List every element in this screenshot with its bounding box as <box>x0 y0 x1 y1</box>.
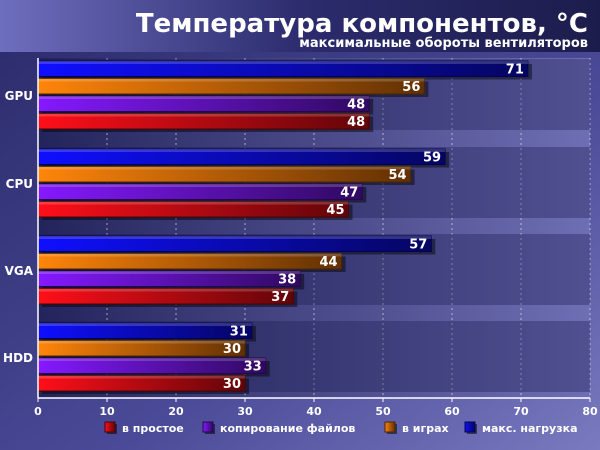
legend-swatch <box>202 421 214 433</box>
bar-highlight <box>38 253 342 257</box>
data-label: 31 <box>230 325 248 340</box>
data-label: 30 <box>223 342 241 357</box>
bar-highlight <box>38 271 301 274</box>
legend-label: в простое <box>122 422 184 435</box>
category-label: GPU <box>5 89 33 103</box>
bar-highlight <box>38 236 432 239</box>
legend-label: макс. нагрузка <box>482 422 578 435</box>
data-label: 38 <box>278 273 296 288</box>
data-label: 48 <box>347 98 365 113</box>
x-tick-label: 40 <box>306 405 322 418</box>
legend-label: в играх <box>402 422 449 435</box>
data-label: 48 <box>347 115 365 130</box>
data-label: 44 <box>320 255 338 270</box>
bar-highlight <box>38 201 349 205</box>
x-tick-label: 30 <box>237 405 253 418</box>
data-label: 47 <box>340 186 358 201</box>
bar-highlight <box>38 288 294 292</box>
legend: в простое копирование файлов в играх макс. … <box>104 421 578 435</box>
x-tick-label: 70 <box>513 405 529 418</box>
data-label: 30 <box>223 377 241 392</box>
category-label: HDD <box>3 351 33 365</box>
x-tick-label: 0 <box>34 405 42 418</box>
bar-highlight <box>38 358 266 361</box>
bar-highlight <box>38 96 370 99</box>
x-tick-label: 20 <box>168 405 184 418</box>
legend-label: копирование файлов <box>220 422 355 435</box>
data-label: 57 <box>409 238 427 253</box>
data-label: 45 <box>326 203 344 218</box>
bar-highlight <box>38 166 411 170</box>
bar-highlight <box>38 184 363 187</box>
category-label: CPU <box>6 177 33 191</box>
category-label: VGA <box>5 264 34 278</box>
legend-swatch <box>104 421 116 433</box>
x-axis: 0 10 20 30 40 50 60 70 80 <box>34 58 598 418</box>
x-tick-label: 10 <box>99 405 115 418</box>
data-label: 71 <box>506 63 524 78</box>
data-label: 59 <box>423 151 441 166</box>
chart-subtitle: максимальные обороты вентиляторов <box>299 36 588 51</box>
bar-highlight <box>38 149 446 152</box>
data-label: 56 <box>402 80 420 95</box>
x-tick-label: 60 <box>444 405 460 418</box>
title-banner <box>0 0 600 52</box>
bar-highlight <box>38 61 528 64</box>
data-label: 54 <box>389 168 407 183</box>
x-tick-label: 80 <box>582 405 598 418</box>
legend-swatch <box>384 421 396 433</box>
chart-title: Температура компонентов, °C <box>136 9 588 39</box>
bar-highlight <box>38 375 245 379</box>
bar-highlight <box>38 323 252 326</box>
data-label: 37 <box>271 290 289 305</box>
bar-highlight <box>38 78 425 82</box>
category-labels: GPU CPU VGA HDD <box>3 89 34 365</box>
legend-swatch <box>464 421 476 433</box>
bar-highlight <box>38 340 245 344</box>
data-label: 33 <box>244 360 262 375</box>
bar-highlight <box>38 113 370 117</box>
x-tick-label: 50 <box>375 405 391 418</box>
